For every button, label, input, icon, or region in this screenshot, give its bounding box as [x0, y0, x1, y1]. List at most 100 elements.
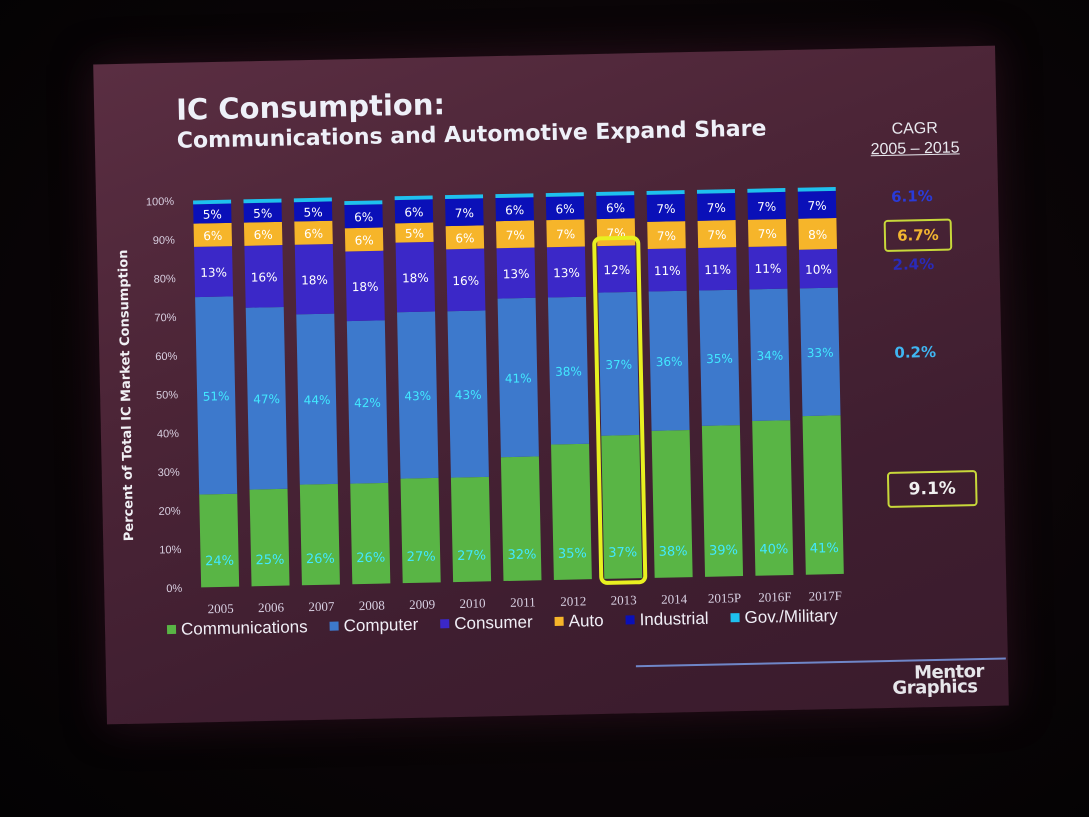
legend-label: Computer — [343, 615, 418, 636]
legend-label: Consumer — [454, 612, 533, 633]
bar-segment-communications-2008 — [350, 482, 391, 585]
data-label: 38% — [555, 364, 582, 379]
data-label: 7% — [656, 202, 675, 216]
data-label: 34% — [756, 349, 783, 364]
data-label: 8% — [808, 228, 827, 242]
bar-segment-consumer-2010 — [446, 248, 486, 312]
bar-segment-computer-2009 — [397, 311, 439, 479]
legend-label: Gov./Military — [744, 606, 838, 627]
bar-segment-consumer-2008 — [345, 250, 385, 322]
data-label: 33% — [807, 346, 834, 361]
data-label: 12% — [603, 263, 630, 278]
x-tick-label: 2014 — [661, 591, 688, 607]
bar-segment-industrial-2006 — [243, 202, 282, 223]
data-label: 7% — [556, 227, 575, 241]
x-tick-label: 2006 — [258, 600, 285, 616]
bar-segment-gov-military-2006 — [243, 198, 282, 204]
bar-segment-industrial-2017f — [797, 190, 837, 219]
bar-segment-computer-2012 — [547, 296, 590, 445]
y-tick-label: 100% — [146, 196, 175, 209]
bar-segment-computer-2008 — [346, 320, 389, 484]
x-tick-label: 2016F — [758, 589, 792, 605]
legend-swatch — [554, 616, 564, 626]
bar-segment-industrial-2005 — [193, 203, 232, 224]
y-tick-label: 40% — [157, 428, 179, 440]
data-label: 6% — [254, 228, 273, 242]
y-tick-label: 90% — [153, 235, 175, 247]
bar-segment-gov-military-2008 — [344, 200, 383, 206]
bar-segment-computer-2017f — [799, 287, 841, 417]
bar-segment-communications-2011 — [500, 456, 542, 582]
data-label: 7% — [455, 206, 474, 220]
bar-segment-computer-2011 — [497, 297, 539, 458]
data-label: 40% — [759, 542, 788, 558]
bar-segment-industrial-2016f — [747, 191, 786, 220]
data-label: 38% — [659, 544, 688, 560]
bar-segment-communications-2005 — [199, 493, 240, 588]
bar-segment-industrial-2013 — [596, 195, 635, 220]
data-label: 5% — [253, 206, 272, 220]
bar-segment-communications-2006 — [249, 488, 290, 587]
bar-segment-auto-2007 — [294, 220, 333, 245]
bar-segment-gov-military-2009 — [394, 195, 433, 201]
bar-segment-industrial-2008 — [344, 204, 383, 229]
bar-segment-auto-2006 — [243, 221, 283, 246]
data-label: 7% — [757, 200, 776, 214]
data-label: 5% — [203, 207, 222, 221]
data-label: 7% — [707, 201, 726, 215]
bar-segment-computer-2016f — [749, 288, 791, 421]
data-label: 42% — [354, 396, 381, 411]
bar-segment-communications-2015p — [701, 425, 744, 577]
data-label: 35% — [706, 352, 733, 367]
data-label: 51% — [203, 389, 230, 404]
bar-segment-gov-military-2012 — [545, 192, 584, 197]
bar-segment-consumer-2006 — [244, 245, 284, 308]
bar-segment-computer-2006 — [245, 306, 288, 490]
data-label: 37% — [608, 545, 637, 561]
bar-segment-computer-2005 — [195, 296, 238, 495]
bar-segment-consumer-2011 — [496, 247, 536, 299]
y-tick-label: 50% — [156, 389, 178, 401]
legend-swatch — [440, 619, 450, 629]
bar-segment-gov-military-2007 — [293, 197, 332, 203]
data-label: 44% — [304, 393, 331, 408]
x-tick-label: 2009 — [409, 596, 435, 612]
data-label: 25% — [255, 553, 284, 569]
data-label: 43% — [404, 389, 431, 404]
y-tick-label: 20% — [158, 505, 180, 517]
data-label: 6% — [505, 203, 524, 217]
data-label: 13% — [200, 265, 227, 280]
bar-segment-auto-2009 — [395, 222, 434, 243]
y-tick-label: 60% — [155, 351, 177, 363]
bar-segment-communications-2017f — [802, 415, 844, 575]
data-label: 6% — [606, 201, 625, 215]
data-label: 27% — [407, 549, 436, 565]
bar-segment-consumer-2016f — [748, 246, 788, 290]
y-axis-label: Percent of Total IC Market Consumption — [116, 249, 137, 541]
bar-segment-auto-2014 — [647, 221, 686, 249]
bar-segment-communications-2016f — [752, 420, 794, 576]
legend-swatch — [730, 613, 740, 623]
data-label: 24% — [205, 554, 234, 570]
bar-segment-industrial-2010 — [445, 198, 484, 227]
data-label: 16% — [251, 270, 278, 285]
bar-segment-consumer-2009 — [395, 241, 436, 313]
bar-segment-computer-2013 — [598, 291, 640, 436]
bar-segment-auto-2016f — [747, 219, 787, 247]
bar-segment-computer-2014 — [648, 290, 690, 431]
bar-segment-consumer-2005 — [194, 246, 234, 298]
bar-segment-gov-military-2010 — [445, 194, 484, 200]
data-label: 18% — [352, 280, 379, 295]
legend-label: Auto — [568, 611, 603, 631]
x-tick-label: 2013 — [611, 592, 637, 608]
bar-segment-consumer-2014 — [647, 248, 687, 292]
legend-label: Industrial — [639, 609, 708, 629]
bar-segment-communications-2009 — [400, 477, 441, 584]
bar-segment-consumer-2017f — [799, 248, 838, 289]
bar-segment-gov-military-2011 — [495, 193, 534, 198]
data-label: 43% — [455, 388, 482, 403]
data-label: 6% — [404, 205, 423, 219]
x-tick-label: 2007 — [308, 599, 335, 615]
data-label: 6% — [354, 210, 373, 224]
bar-segment-communications-2010 — [450, 476, 492, 583]
